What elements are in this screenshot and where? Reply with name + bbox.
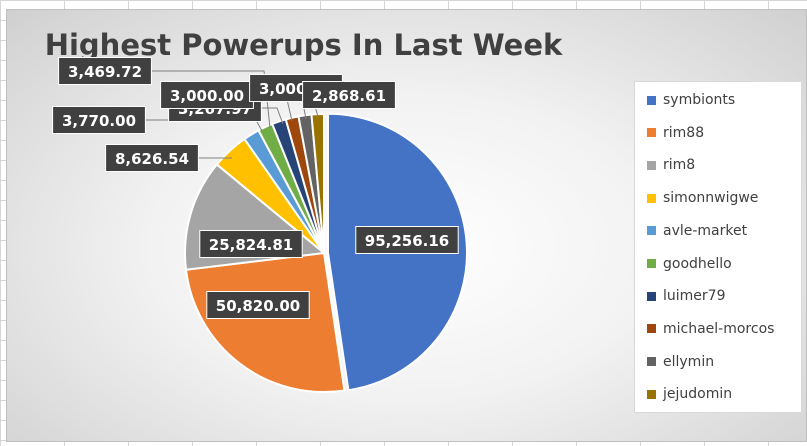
leader-line-goodhello — [145, 70, 271, 129]
legend-swatch — [647, 291, 656, 301]
legend-swatch — [647, 95, 656, 105]
data-label-box — [58, 57, 152, 85]
legend-item-luimer79[interactable]: luimer79 — [647, 286, 725, 306]
legend-swatch — [647, 160, 656, 170]
legend-item-jejudomin[interactable]: jejudomin — [647, 384, 732, 404]
legend-item-goodhello[interactable]: goodhello — [647, 254, 732, 274]
legend-item-symbionts[interactable]: symbionts — [647, 90, 735, 110]
data-label-box — [160, 81, 254, 109]
legend-swatch — [647, 324, 656, 334]
legend-swatch — [647, 226, 656, 236]
data-label-text: 50,820.00 — [216, 297, 300, 315]
legend-label: avle-market — [663, 222, 748, 239]
legend-label: michael-morcos — [663, 320, 775, 337]
data-label-box — [355, 226, 459, 254]
data-label-box — [302, 81, 396, 109]
data-label-text: 95,256.16 — [365, 232, 449, 250]
legend-item-simonnwigwe[interactable]: simonnwigwe — [647, 188, 758, 208]
data-label-text: 8,626.54 — [115, 150, 189, 168]
leader-line-luimer79 — [255, 107, 284, 125]
data-label-rim8: 25,824.81 — [199, 230, 303, 258]
data-label-avle-market: 3,770.00 — [52, 106, 146, 134]
data-label-box — [199, 230, 303, 258]
legend-label: rim8 — [663, 157, 696, 174]
legend-label: goodhello — [663, 255, 732, 272]
data-label-text: 3,469.72 — [68, 63, 142, 81]
data-label-rim88: 50,820.00 — [206, 291, 310, 319]
pie-slice-rim88[interactable] — [184, 251, 346, 393]
data-label-michael-morcos: 3,000.00 — [160, 81, 254, 109]
legend-item-rim8[interactable]: rim8 — [647, 155, 695, 175]
data-label-text: 2,868.61 — [312, 87, 386, 105]
data-label-box — [206, 291, 310, 319]
legend-swatch — [647, 128, 656, 138]
data-label-goodhello: 3,469.72 — [58, 57, 152, 85]
data-label-box — [52, 106, 146, 134]
legend-label: jejudomin — [663, 386, 733, 403]
legend-label: symbionts — [663, 92, 736, 108]
legend-label: ellymin — [663, 353, 715, 370]
data-label-text: 3,000.00 — [170, 87, 244, 105]
chart-legend[interactable]: symbionts rim88 rim8 simonnwigwe avle-market… — [634, 81, 802, 413]
data-label-symbionts: 95,256.16 — [355, 226, 459, 254]
legend-swatch — [647, 389, 656, 399]
legend-label: simonnwigwe — [663, 190, 759, 207]
data-label-text: 25,824.81 — [209, 236, 293, 254]
data-label-box — [105, 144, 199, 172]
legend-item-rim88[interactable]: rim88 — [647, 123, 704, 143]
legend-swatch — [647, 357, 656, 367]
data-label-simonnwigwe: 8,626.54 — [105, 144, 199, 172]
data-label-jejudomin: 2,868.61 — [302, 81, 396, 109]
legend-swatch — [647, 193, 656, 203]
data-label-text: 3,770.00 — [62, 112, 136, 130]
legend-item-avle-market[interactable]: avle-market — [647, 221, 747, 241]
legend-swatch — [647, 259, 656, 268]
legend-item-ellymin[interactable]: ellymin — [647, 352, 714, 372]
legend-label: luimer79 — [663, 288, 726, 305]
legend-label: rim88 — [663, 124, 705, 141]
chart-title: Highest Powerups In Last Week — [44, 28, 563, 62]
legend-item-michael-morcos[interactable]: michael-morcos — [647, 319, 774, 339]
